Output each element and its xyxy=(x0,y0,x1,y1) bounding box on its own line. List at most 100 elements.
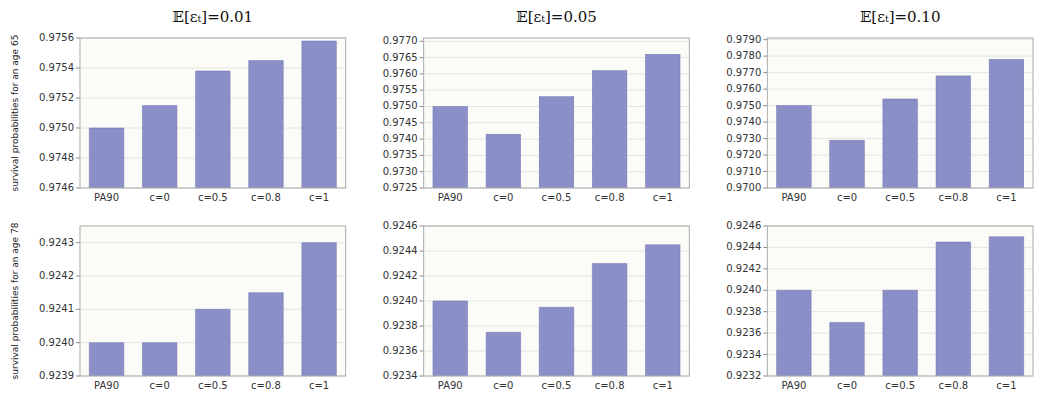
y-tick-label: 0.9748 xyxy=(39,152,74,163)
x-tick-label: c=0 xyxy=(837,380,857,391)
bars xyxy=(89,41,336,188)
bar xyxy=(645,54,680,188)
y-tick-label: 0.9760 xyxy=(383,68,418,79)
y-axis-label: survival probabilities for an age 78 xyxy=(10,222,20,379)
y-tick-label: 0.9246 xyxy=(726,220,761,231)
y-tick xyxy=(76,188,80,189)
plot-frame xyxy=(767,38,1033,188)
bar xyxy=(777,106,812,188)
y-tick xyxy=(763,122,767,123)
y-tick-label: 0.9242 xyxy=(39,270,74,281)
y-tick xyxy=(420,73,424,74)
bar xyxy=(486,134,521,188)
y-tick xyxy=(76,376,80,377)
bar xyxy=(592,71,627,188)
subplot: 0.92340.92360.92380.92400.92420.92440.92… xyxy=(383,220,690,408)
y-tick-label: 0.9760 xyxy=(726,83,761,94)
y-tick-label: 0.9242 xyxy=(383,270,418,281)
y-tick xyxy=(763,39,767,40)
y-tick xyxy=(420,122,424,123)
y-tick xyxy=(763,226,767,227)
bar xyxy=(433,301,468,376)
y-tick-label: 0.9240 xyxy=(726,284,761,295)
y-tick xyxy=(763,138,767,139)
bars xyxy=(89,243,336,376)
y-tick-label: 0.9244 xyxy=(383,245,418,256)
x-tick-label: c=0 xyxy=(493,380,513,391)
plot-frame xyxy=(424,226,690,376)
y-tick-label: 0.9780 xyxy=(726,50,761,61)
y-tick xyxy=(76,342,80,343)
bar xyxy=(883,290,918,376)
y-tick xyxy=(763,354,767,355)
y-tick xyxy=(420,326,424,327)
y-tick xyxy=(420,188,424,189)
bar xyxy=(433,106,468,188)
y-tick xyxy=(763,247,767,248)
subplot: 0.92390.92400.92410.92420.9243PA90c=0c=0… xyxy=(10,222,346,408)
y-tick-label: 0.9750 xyxy=(726,100,761,111)
x-tick-label: PA90 xyxy=(94,192,119,203)
y-tick xyxy=(763,89,767,90)
y-tick xyxy=(76,68,80,69)
x-tick-label: c=0.5 xyxy=(542,192,572,203)
bars xyxy=(777,237,1024,376)
y-tick xyxy=(763,333,767,334)
y-tick xyxy=(763,268,767,269)
bar xyxy=(830,322,865,376)
subplot: 0.97000.97100.97200.97300.97400.97500.97… xyxy=(726,8,1033,408)
y-tick-label: 0.9770 xyxy=(383,35,418,46)
y-tick xyxy=(420,90,424,91)
y-tick xyxy=(76,242,80,243)
bar xyxy=(142,343,177,376)
x-tick-label: c=0.8 xyxy=(251,192,281,203)
bar xyxy=(89,343,124,376)
y-tick-label: 0.9750 xyxy=(383,100,418,111)
y-tick xyxy=(420,57,424,58)
y-tick xyxy=(763,290,767,291)
y-tick xyxy=(420,171,424,172)
x-tick-label: c=0.5 xyxy=(198,192,228,203)
y-tick-label: 0.9238 xyxy=(726,306,761,317)
x-tick-label: c=1 xyxy=(996,380,1016,391)
figure: 0.97460.97480.97500.97520.97540.9756PA90… xyxy=(0,0,1048,408)
column-title: 𝔼[εₜ]=0.05 xyxy=(516,8,597,26)
y-tick xyxy=(420,155,424,156)
y-tick xyxy=(420,301,424,302)
x-tick-label: c=0 xyxy=(150,380,170,391)
y-tick-label: 0.9234 xyxy=(383,370,418,381)
x-tick-label: PA90 xyxy=(438,192,463,203)
x-tick-label: c=0.8 xyxy=(595,192,625,203)
y-tick xyxy=(763,311,767,312)
x-tick-label: PA90 xyxy=(438,380,463,391)
y-tick xyxy=(76,98,80,99)
y-tick-label: 0.9710 xyxy=(726,166,761,177)
y-tick-label: 0.9725 xyxy=(383,182,418,193)
y-tick xyxy=(76,309,80,310)
bar xyxy=(196,71,231,188)
x-tick-label: c=0.8 xyxy=(938,192,968,203)
x-tick-label: c=0.5 xyxy=(885,380,915,391)
y-tick xyxy=(763,105,767,106)
bar xyxy=(592,264,627,377)
y-tick-label: 0.9745 xyxy=(383,117,418,128)
y-tick-label: 0.9770 xyxy=(726,67,761,78)
x-tick-label: PA90 xyxy=(781,380,806,391)
y-tick xyxy=(763,155,767,156)
y-tick-label: 0.9746 xyxy=(39,182,74,193)
x-tick-label: c=0.5 xyxy=(198,380,228,391)
y-tick-label: 0.9246 xyxy=(383,220,418,231)
y-tick xyxy=(763,376,767,377)
x-tick-label: c=1 xyxy=(309,192,329,203)
y-tick xyxy=(420,139,424,140)
bar xyxy=(142,106,177,189)
column-title: 𝔼[εₜ]=0.01 xyxy=(173,8,254,26)
x-tick-label: c=0.5 xyxy=(885,192,915,203)
y-tick-label: 0.9750 xyxy=(39,122,74,133)
y-tick-label: 0.9239 xyxy=(39,370,74,381)
x-tick-label: c=0.8 xyxy=(251,380,281,391)
y-tick xyxy=(763,72,767,73)
bar xyxy=(196,309,231,376)
bars xyxy=(433,245,680,376)
bar xyxy=(645,245,680,376)
